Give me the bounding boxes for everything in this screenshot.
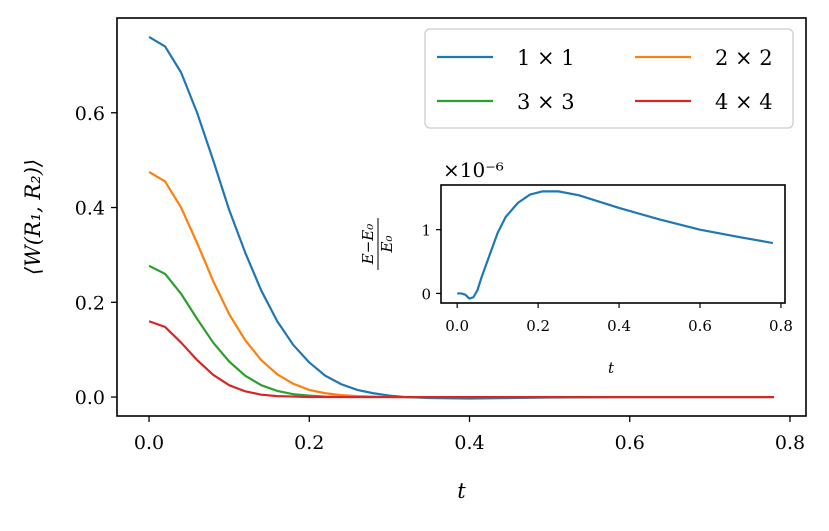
legend-label-4: 4 × 4 [715,90,773,114]
y-tick-label: 0.6 [75,103,105,125]
y-tick-label: 0.0 [75,387,105,409]
x-tick-label: 0.6 [615,432,645,454]
inset-series-line [457,190,774,300]
inset-x-tick-label: 0.8 [769,317,793,335]
legend-label-1: 1 × 1 [517,46,575,70]
inset-axes-frame [440,184,786,304]
inset-x-tick-label: 0.0 [445,317,469,335]
x-tick-label: 0.0 [134,432,164,454]
inset-y-label-numerator: E−E₀ [359,224,377,265]
y-tick-label: 0.4 [75,198,105,220]
inset-y-label-denominator: E₀ [378,236,396,254]
inset-x-axis-label: t [608,359,615,377]
inset-y-tick-label: 0 [421,285,431,303]
inset-background [441,185,785,303]
inset-y-axis-label: E−E₀ E₀ [359,218,396,270]
x-tick-label: 0.4 [454,432,484,454]
x-axis-label: t [457,479,466,503]
y-tick-label: 0.2 [75,292,105,314]
inset-y-tick-label: 1 [421,222,431,240]
series-line-4 [148,320,774,399]
inset-x-tick-label: 0.2 [526,317,550,335]
main-axes-frame [116,17,807,417]
y-axis-label: ⟨W(R₁, R₂)⟩ [21,159,45,275]
legend-label-2: 2 × 2 [715,46,773,70]
legend-label-3: 3 × 3 [517,90,575,114]
inset-x-tick-label: 0.6 [688,317,712,335]
x-tick-label: 0.2 [294,432,324,454]
inset-x-tick-label: 0.4 [607,317,631,335]
x-tick-label: 0.8 [775,432,805,454]
legend-box [424,28,794,129]
inset-offset-text: ×10⁻⁶ [443,158,504,182]
